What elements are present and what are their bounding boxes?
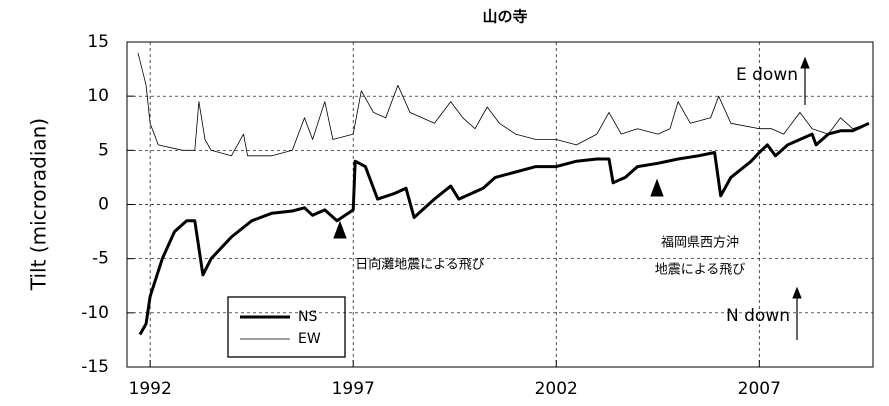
y-tick-label: 10: [87, 86, 109, 106]
arrow: [650, 178, 664, 197]
data-line: [137, 52, 870, 157]
annotation: E down: [736, 65, 798, 85]
legend-label: EW: [298, 331, 321, 347]
y-tick-label: -5: [92, 249, 109, 269]
arrow: [333, 220, 347, 239]
annotation: N down: [726, 306, 790, 326]
arrow: [800, 56, 810, 69]
y-tick-label: -15: [81, 357, 109, 377]
x-tick-label: 1992: [129, 379, 172, 399]
annotation: 地震による飛び: [655, 263, 746, 278]
x-tick-label: 1997: [332, 379, 375, 399]
annotation: 日向灘地震による飛び: [355, 257, 485, 273]
y-tick-label: 0: [98, 195, 109, 215]
x-tick-label: 2007: [738, 379, 781, 399]
legend-box: [227, 296, 346, 358]
y-axis-label: Tilt (microradian): [27, 118, 51, 291]
x-tick-label: 2002: [535, 379, 578, 399]
arrows: [333, 56, 810, 340]
y-tick-label: 5: [98, 140, 109, 160]
chart-title: 山の寺: [482, 8, 527, 26]
y-tick-label: 15: [87, 32, 109, 52]
y-tick-label: -10: [81, 303, 109, 323]
data-line: [138, 121, 870, 336]
annotation: 福岡県西方沖: [661, 235, 739, 251]
legend-label: NS: [298, 309, 317, 325]
arrow: [792, 286, 802, 299]
